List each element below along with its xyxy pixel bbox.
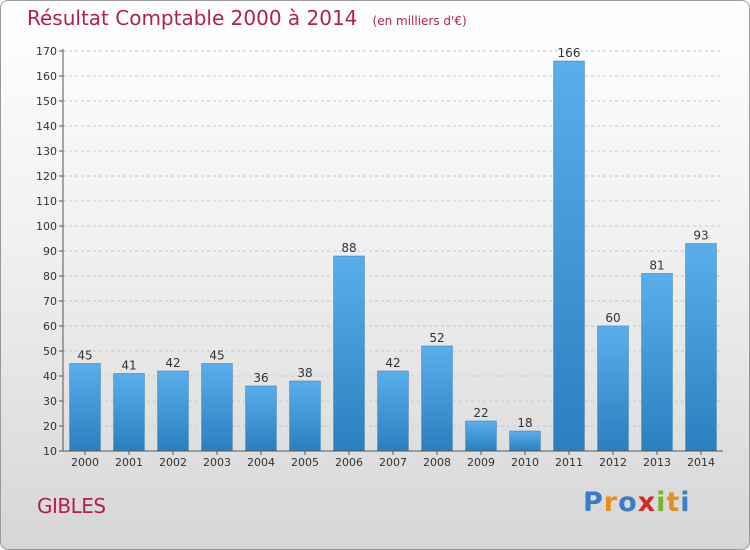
y-tick-label: 140 [36,120,57,133]
x-tick-label: 2014 [687,456,715,469]
x-tick-label: 2008 [423,456,451,469]
y-tick-label: 160 [36,70,57,83]
y-tick-label: 70 [43,295,57,308]
data-label: 60 [605,311,620,325]
bar [289,380,321,452]
bar [597,325,629,452]
bar [509,430,541,452]
bar [421,345,453,452]
x-tick-label: 2001 [115,456,143,469]
chart-title-main: Résultat Comptable 2000 à 2014 [27,6,358,30]
x-tick-label: 2010 [511,456,539,469]
data-label: 22 [473,406,488,420]
bar [465,420,497,452]
data-label: 38 [297,366,312,380]
bar [245,385,277,452]
y-tick-label: 20 [43,420,57,433]
y-tick-label: 60 [43,320,57,333]
y-tick-label: 80 [43,270,57,283]
logo-letter: i [680,487,691,518]
proxiti-logo: Proxiti [583,487,691,518]
chart-title-unit: (en milliers d'€) [372,14,467,28]
x-tick-label: 2006 [335,456,363,469]
y-tick-label: 120 [36,170,57,183]
logo-letter: i [656,487,667,518]
bar [201,363,233,452]
x-tick-label: 2004 [247,456,275,469]
data-label: 88 [341,241,356,255]
logo-letter: x [637,487,657,518]
bar [333,255,365,452]
x-tick-label: 2011 [555,456,583,469]
logo-letter: r [603,487,619,518]
commune-name: GIBLES [37,494,106,518]
data-label: 18 [517,416,532,430]
y-tick-label: 40 [43,370,57,383]
x-tick-label: 2000 [71,456,99,469]
x-tick-label: 2002 [159,456,187,469]
data-label: 81 [649,259,664,273]
y-tick-label: 30 [43,395,57,408]
x-tick-label: 2007 [379,456,407,469]
bar [157,370,189,452]
bar [113,373,145,452]
bar [685,243,717,452]
y-tick-label: 130 [36,145,57,158]
x-tick-label: 2009 [467,456,495,469]
y-tick-label: 90 [43,245,57,258]
data-label: 93 [693,229,708,243]
data-label: 42 [165,356,180,370]
bar [553,60,585,452]
bar [641,273,673,452]
data-label: 41 [121,359,136,373]
logo-letter: t [666,487,681,518]
y-tick-label: 50 [43,345,57,358]
data-label: 36 [253,371,268,385]
y-tick-label: 170 [36,45,57,58]
x-tick-label: 2012 [599,456,627,469]
data-label: 166 [558,46,581,60]
data-label: 45 [77,349,92,363]
logo-letter: o [618,487,638,518]
logo-letter: P [583,487,604,518]
y-tick-label: 10 [43,445,57,458]
bar [69,363,101,452]
data-label: 52 [429,331,444,345]
x-tick-label: 2003 [203,456,231,469]
chart-title: Résultat Comptable 2000 à 2014 (en milli… [27,6,467,30]
data-label: 42 [385,356,400,370]
data-label: 45 [209,349,224,363]
x-tick-label: 2013 [643,456,671,469]
bar [377,370,409,452]
y-tick-label: 100 [36,220,57,233]
y-tick-label: 150 [36,95,57,108]
x-tick-label: 2005 [291,456,319,469]
y-tick-label: 110 [36,195,57,208]
